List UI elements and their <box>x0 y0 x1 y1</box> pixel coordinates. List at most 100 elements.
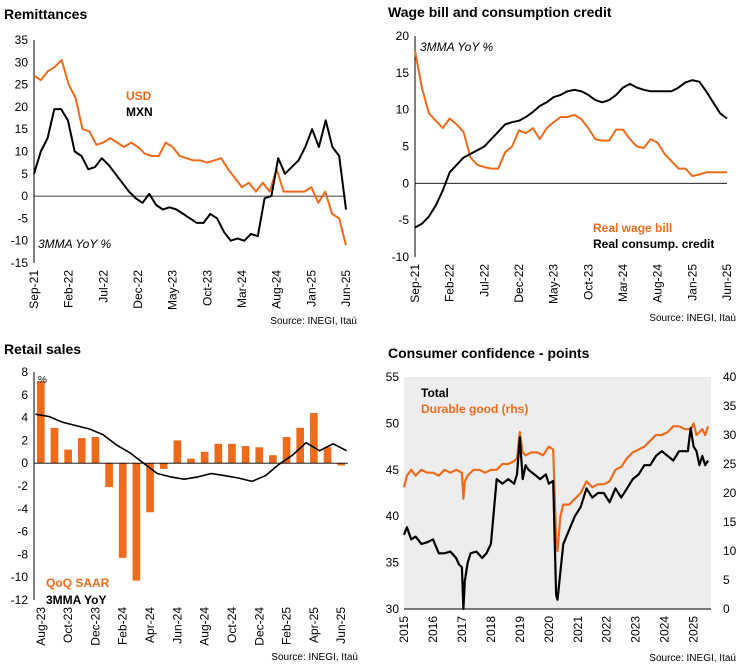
retail-chart: -12 -10 -8 -6 -4 -2 0 2 4 6 8 Aug-23 Oct-23 Dec-23 Feb… <box>11 365 349 646</box>
y-tick-label: 15 <box>396 66 410 80</box>
wagebill-title: Wage bill and consumption credit <box>388 4 612 20</box>
x-tick-label: 2025 <box>687 616 701 643</box>
y-right-tick-label: 10 <box>723 544 737 558</box>
bar <box>269 455 277 464</box>
series-line-0 <box>33 59 347 246</box>
x-tick-label: 2021 <box>571 616 585 643</box>
x-tick-label: Jan-25 <box>304 270 318 307</box>
y-tick-label: 8 <box>21 365 28 379</box>
wagebill-source: Source: INEGI, Itaú <box>649 313 736 324</box>
bar <box>64 449 72 464</box>
x-tick-label: Feb-22 <box>443 264 457 302</box>
y-tick-label: 10 <box>396 103 410 117</box>
bar <box>132 463 141 581</box>
bar <box>228 443 236 464</box>
retail-title: Retail sales <box>4 341 82 357</box>
x-tick-label: Jun-24 <box>170 607 184 644</box>
x-tick-label: Jul-22 <box>477 264 491 297</box>
y-tick-label: 4 <box>21 411 28 425</box>
x-tick-label: 2017 <box>455 616 469 643</box>
x-tick-label: 2022 <box>600 616 614 643</box>
x-tick-label: Sep-21 <box>408 264 422 303</box>
y-tick-label: 30 <box>386 602 400 616</box>
bar <box>105 463 113 488</box>
bar <box>310 413 318 464</box>
bar <box>323 447 332 464</box>
y-right-tick-label: 5 <box>723 573 730 587</box>
x-tick-label: Feb-25 <box>280 607 294 645</box>
series-line-1 <box>414 79 728 229</box>
y-tick-label: 55 <box>386 370 400 384</box>
retail-panel: Retail sales -12 -10 -8 -6 -4 -2 0 2 4 6 8 Aug-23 Oc… <box>0 335 375 669</box>
bar <box>200 451 209 464</box>
x-tick-label: Oct-23 <box>61 607 75 643</box>
y-tick-label: 45 <box>386 463 400 477</box>
x-tick-label: Mar-24 <box>235 270 249 308</box>
remittances-source: Source: INEGI, Itaú <box>270 316 357 327</box>
x-tick-label: 2018 <box>484 616 498 643</box>
x-tick-label: Mar-24 <box>616 264 630 302</box>
bar <box>50 427 59 464</box>
y-tick-label: -4 <box>17 502 28 516</box>
legend-label: Real wage bill <box>593 221 672 235</box>
x-tick-label: Dec-22 <box>512 264 526 303</box>
bar <box>91 436 100 464</box>
retail-source: Source: INEGI, Itaú <box>271 652 358 663</box>
x-tick-label: Oct-23 <box>581 264 595 300</box>
bar <box>146 463 154 513</box>
x-tick-label: Aug-24 <box>651 264 665 303</box>
x-tick-label: Feb-22 <box>62 270 76 308</box>
y-right-tick-label: 0 <box>723 602 730 616</box>
x-tick-label: 2024 <box>658 616 672 643</box>
chart-note: 3MMA YoY % <box>38 237 111 251</box>
remittances-chart: -15 -10 -5 0 5 10 15 20 25 30 35 Sep-21 Feb-22 Jul-22… <box>11 33 353 310</box>
plot-background <box>404 377 711 609</box>
chart-note: % <box>38 375 47 386</box>
y-tick-label: 0 <box>21 189 28 203</box>
y-tick-label: 5 <box>402 140 409 154</box>
x-tick-label: Oct-23 <box>200 270 214 306</box>
bar <box>37 381 45 464</box>
x-tick-label: Feb-24 <box>116 607 130 645</box>
y-tick-label: 30 <box>15 55 29 69</box>
y-right-tick-label: 30 <box>723 428 737 442</box>
y-right-tick-label: 35 <box>723 399 737 413</box>
y-tick-label: 0 <box>402 176 409 190</box>
x-tick-label: 2016 <box>426 616 440 643</box>
y-tick-label: -5 <box>398 213 409 227</box>
confidence-source: Source: INEGI, Itaú <box>649 653 736 664</box>
y-right-tick-label: 25 <box>723 457 737 471</box>
series-line-1 <box>33 108 347 242</box>
y-tick-label: 50 <box>386 416 400 430</box>
y-right-tick-label: 40 <box>723 370 737 384</box>
y-tick-label: 0 <box>21 456 28 470</box>
x-tick-label: Apr-24 <box>143 607 157 643</box>
series-line-0 <box>414 50 727 177</box>
y-tick-label: 20 <box>15 100 29 114</box>
x-tick-label: Aug-23 <box>34 607 48 646</box>
bar <box>282 436 291 464</box>
y-tick-label: -12 <box>11 593 29 607</box>
remittances-panel: Remittances -15 -10 -5 0 5 10 15 20 25 30 35 Sep-21… <box>0 0 375 335</box>
x-tick-label: May-23 <box>166 270 180 310</box>
x-tick-label: Dec-24 <box>252 607 266 646</box>
confidence-title: Consumer confidence - points <box>388 345 590 361</box>
legend-label: MXN <box>126 105 153 119</box>
y-tick-label: -15 <box>11 256 29 270</box>
y-tick-label: 20 <box>396 29 410 43</box>
x-tick-label: Apr-25 <box>307 607 321 643</box>
bar <box>255 447 264 464</box>
y-tick-label: 40 <box>386 509 400 523</box>
y-tick-label: -6 <box>17 525 28 539</box>
x-tick-label: Jul-22 <box>96 270 110 303</box>
y-tick-label: -10 <box>392 250 410 264</box>
x-tick-label: Aug-24 <box>198 607 212 646</box>
y-tick-label: -10 <box>11 570 29 584</box>
y-tick-label: -10 <box>11 234 29 248</box>
x-tick-label: May-23 <box>547 264 561 304</box>
x-tick-label: Jan-25 <box>685 264 699 301</box>
x-tick-label: 2015 <box>397 616 411 643</box>
y-tick-label: 15 <box>15 122 29 136</box>
y-tick-label: -2 <box>17 479 28 493</box>
